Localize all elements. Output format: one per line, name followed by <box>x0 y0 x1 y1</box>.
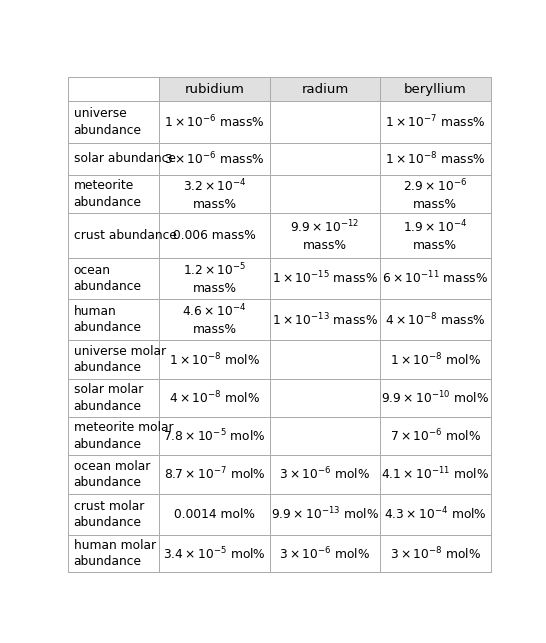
Bar <box>270 340 380 379</box>
Text: $1.2\times10^{-5}$
mass%: $1.2\times10^{-5}$ mass% <box>183 262 246 295</box>
Text: $7\times10^{-6}$ mol%: $7\times10^{-6}$ mol% <box>390 428 481 444</box>
Bar <box>159 213 270 258</box>
Bar <box>68 494 159 535</box>
Bar <box>270 455 380 494</box>
Bar <box>270 299 380 340</box>
Bar <box>68 258 159 299</box>
Bar <box>68 175 159 213</box>
Text: 0.006 mass%: 0.006 mass% <box>173 229 256 242</box>
Bar <box>159 102 270 143</box>
Bar <box>270 417 380 455</box>
Bar <box>270 535 380 572</box>
Text: radium: radium <box>301 83 348 96</box>
Text: $4.3\times10^{-4}$ mol%: $4.3\times10^{-4}$ mol% <box>384 506 486 523</box>
Bar <box>159 175 270 213</box>
Text: $1\times10^{-8}$ mol%: $1\times10^{-8}$ mol% <box>169 351 260 368</box>
Bar <box>68 417 159 455</box>
Text: $9.9\times10^{-10}$ mol%: $9.9\times10^{-10}$ mol% <box>381 390 489 406</box>
Bar <box>380 77 490 102</box>
Bar <box>159 455 270 494</box>
Text: $1\times10^{-15}$ mass%: $1\times10^{-15}$ mass% <box>272 270 378 287</box>
Text: $9.9\times10^{-13}$ mol%: $9.9\times10^{-13}$ mol% <box>271 506 379 523</box>
Bar <box>380 494 490 535</box>
Text: $1\times10^{-13}$ mass%: $1\times10^{-13}$ mass% <box>272 311 378 328</box>
Bar <box>68 535 159 572</box>
Text: $3\times10^{-6}$ mol%: $3\times10^{-6}$ mol% <box>280 545 370 562</box>
Text: $4.1\times10^{-11}$ mol%: $4.1\times10^{-11}$ mol% <box>381 466 489 483</box>
Text: solar abundance: solar abundance <box>74 152 176 165</box>
Bar <box>270 213 380 258</box>
Text: $3.2\times10^{-4}$
mass%: $3.2\times10^{-4}$ mass% <box>182 177 246 211</box>
Text: $1\times10^{-8}$ mol%: $1\times10^{-8}$ mol% <box>390 351 481 368</box>
Bar <box>159 340 270 379</box>
Bar <box>380 379 490 417</box>
Bar <box>380 455 490 494</box>
Bar <box>380 213 490 258</box>
Text: $3\times10^{-8}$ mol%: $3\times10^{-8}$ mol% <box>390 545 481 562</box>
Bar <box>380 340 490 379</box>
Text: $3\times10^{-6}$ mol%: $3\times10^{-6}$ mol% <box>280 466 370 483</box>
Text: $4\times10^{-8}$ mass%: $4\times10^{-8}$ mass% <box>385 311 485 328</box>
Bar <box>159 379 270 417</box>
Text: $8.7\times10^{-7}$ mol%: $8.7\times10^{-7}$ mol% <box>164 466 265 483</box>
Text: $1.9\times10^{-4}$
mass%: $1.9\times10^{-4}$ mass% <box>403 219 467 252</box>
Text: 0.0014 mol%: 0.0014 mol% <box>174 508 255 521</box>
Bar <box>270 379 380 417</box>
Text: solar molar
abundance: solar molar abundance <box>74 383 143 413</box>
Bar <box>270 143 380 175</box>
Text: beryllium: beryllium <box>404 83 467 96</box>
Text: $3\times10^{-6}$ mass%: $3\times10^{-6}$ mass% <box>164 150 265 167</box>
Bar <box>159 535 270 572</box>
Text: $1\times10^{-6}$ mass%: $1\times10^{-6}$ mass% <box>164 114 265 131</box>
Text: $7.8\times10^{-5}$ mol%: $7.8\times10^{-5}$ mol% <box>163 428 266 444</box>
Text: $9.9\times10^{-12}$
mass%: $9.9\times10^{-12}$ mass% <box>290 219 360 252</box>
Bar <box>159 77 270 102</box>
Text: $1\times10^{-8}$ mass%: $1\times10^{-8}$ mass% <box>385 150 485 167</box>
Bar <box>159 258 270 299</box>
Bar <box>159 494 270 535</box>
Bar <box>159 299 270 340</box>
Bar <box>68 379 159 417</box>
Text: $4.6\times10^{-4}$
mass%: $4.6\times10^{-4}$ mass% <box>182 303 247 336</box>
Bar <box>270 77 380 102</box>
Text: $1\times10^{-7}$ mass%: $1\times10^{-7}$ mass% <box>385 114 485 131</box>
Bar <box>68 213 159 258</box>
Bar <box>68 299 159 340</box>
Text: $2.9\times10^{-6}$
mass%: $2.9\times10^{-6}$ mass% <box>403 177 467 211</box>
Bar <box>270 258 380 299</box>
Bar <box>380 102 490 143</box>
Bar <box>68 77 159 102</box>
Bar <box>380 143 490 175</box>
Text: rubidium: rubidium <box>185 83 245 96</box>
Text: human
abundance: human abundance <box>74 305 142 334</box>
Bar <box>68 102 159 143</box>
Text: $3.4\times10^{-5}$ mol%: $3.4\times10^{-5}$ mol% <box>163 545 266 562</box>
Bar <box>380 535 490 572</box>
Text: ocean
abundance: ocean abundance <box>74 264 142 293</box>
Text: $4\times10^{-8}$ mol%: $4\times10^{-8}$ mol% <box>169 390 260 406</box>
Bar <box>380 175 490 213</box>
Bar <box>270 102 380 143</box>
Text: $6\times10^{-11}$ mass%: $6\times10^{-11}$ mass% <box>382 270 488 287</box>
Bar <box>380 417 490 455</box>
Text: meteorite molar
abundance: meteorite molar abundance <box>74 421 173 451</box>
Bar <box>270 494 380 535</box>
Bar <box>159 143 270 175</box>
Bar <box>380 258 490 299</box>
Bar <box>380 299 490 340</box>
Bar <box>68 340 159 379</box>
Text: universe molar
abundance: universe molar abundance <box>74 345 166 374</box>
Bar <box>68 455 159 494</box>
Text: crust molar
abundance: crust molar abundance <box>74 500 144 529</box>
Text: crust abundance: crust abundance <box>74 229 176 242</box>
Text: meteorite
abundance: meteorite abundance <box>74 179 142 209</box>
Bar <box>270 175 380 213</box>
Text: human molar
abundance: human molar abundance <box>74 539 156 568</box>
Text: universe
abundance: universe abundance <box>74 107 142 137</box>
Bar <box>68 143 159 175</box>
Bar <box>159 417 270 455</box>
Text: ocean molar
abundance: ocean molar abundance <box>74 460 150 489</box>
